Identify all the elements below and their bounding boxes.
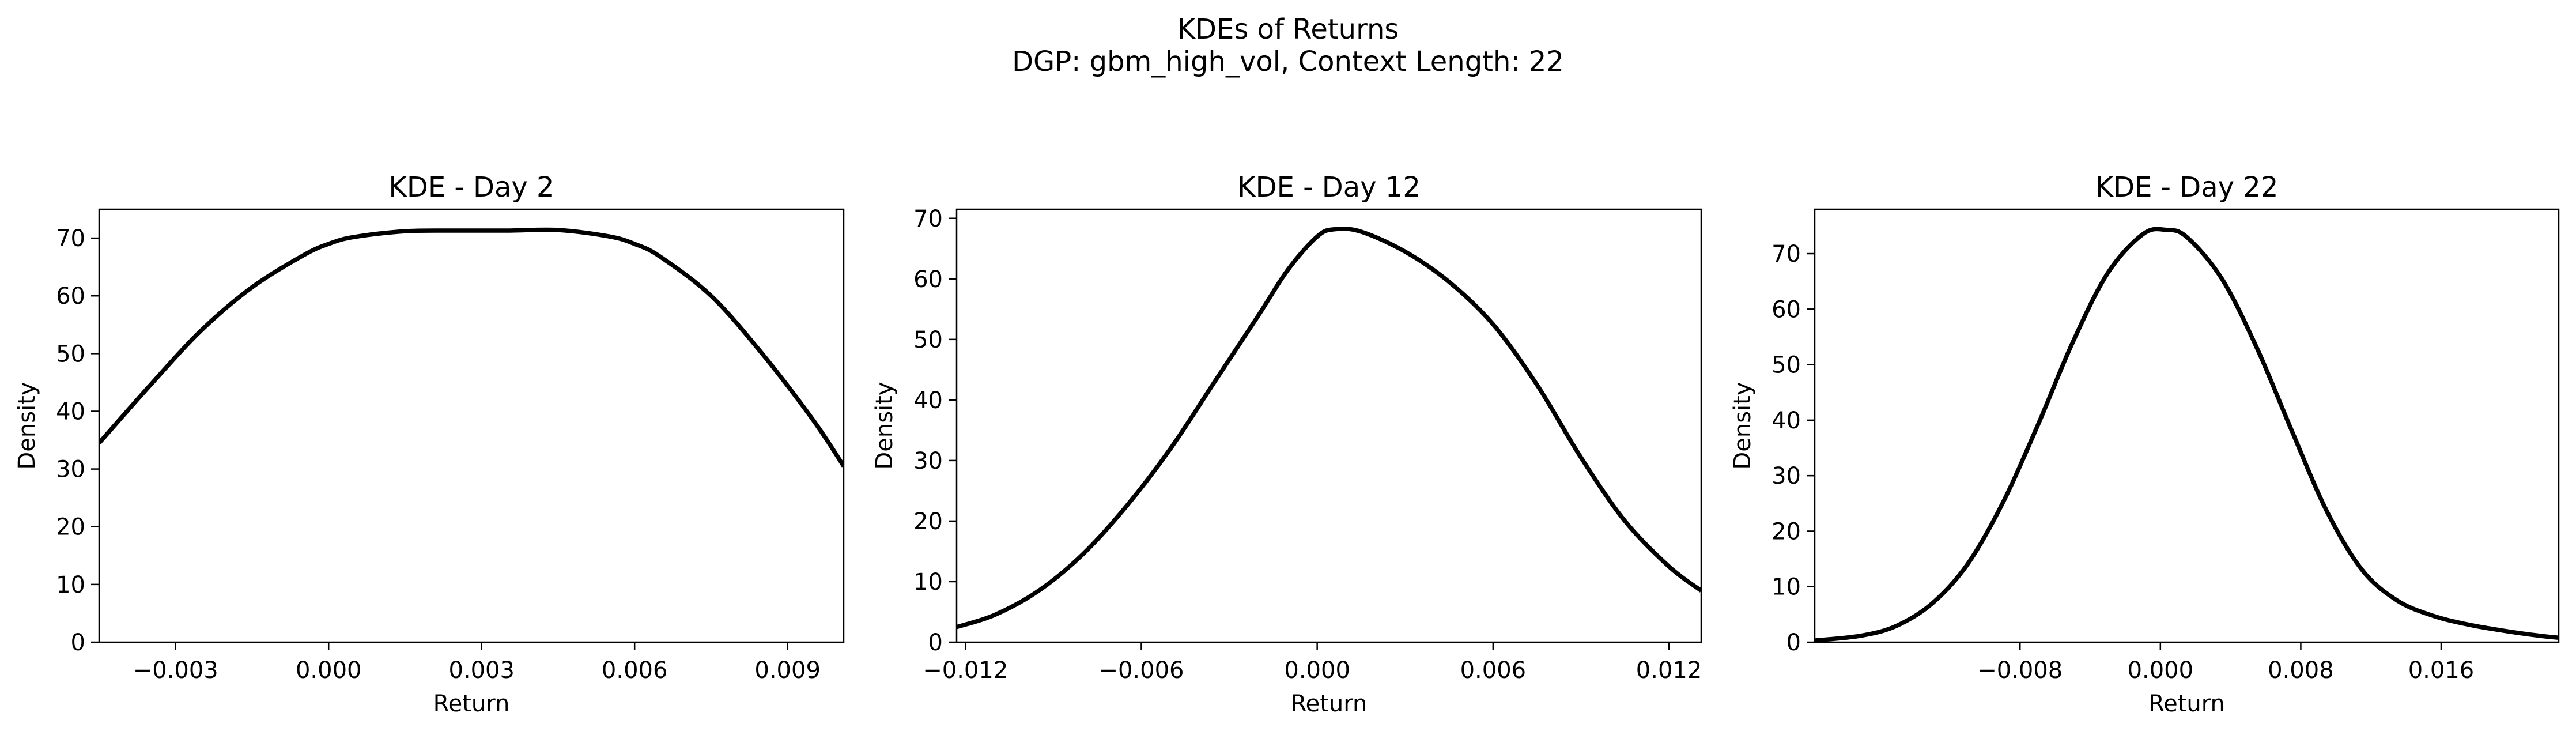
x-tick-label: 0.006: [1460, 657, 1527, 684]
y-tick-label: 70: [1772, 241, 1801, 267]
x-tick-label: −0.003: [133, 657, 218, 684]
y-axis-label: Density: [14, 382, 40, 469]
x-tick-label: 0.000: [296, 657, 362, 684]
y-tick-label: 20: [1772, 518, 1801, 545]
y-tick-label: 0: [1786, 630, 1801, 656]
chart-title: KDE - Day 12: [1237, 171, 1421, 203]
y-tick-label: 20: [913, 508, 943, 535]
y-tick-label: 60: [1772, 296, 1801, 323]
y-tick-label: 70: [56, 225, 85, 252]
x-tick-label: 0.000: [2128, 657, 2194, 684]
x-tick-label: 0.008: [2268, 657, 2334, 684]
kde-line: [99, 227, 844, 468]
y-tick-label: 70: [913, 206, 943, 232]
y-tick-label: 60: [56, 283, 85, 310]
x-tick-label: 0.003: [448, 657, 515, 684]
x-tick-label: −0.006: [1098, 657, 1184, 684]
figure-subtitle: DGP: gbm_high_vol, Context Length: 22: [1012, 46, 1564, 78]
kde-line: [957, 226, 1701, 630]
y-tick-label: 50: [1772, 352, 1801, 379]
y-tick-label: 10: [1772, 574, 1801, 601]
y-tick-label: 10: [56, 572, 85, 598]
chart-title: KDE - Day 2: [388, 171, 554, 203]
x-axis-label: Return: [1291, 691, 1368, 717]
figure-title: KDEs of Returns: [1177, 13, 1399, 46]
y-axis-label: Density: [871, 382, 898, 469]
kde-line: [1815, 227, 2559, 642]
chart-title: KDE - Day 22: [2095, 171, 2279, 203]
y-tick-label: 50: [913, 327, 943, 353]
axes-frame: [1814, 208, 2560, 643]
y-tick-label: 10: [913, 569, 943, 595]
x-axis-label: Return: [2148, 691, 2225, 717]
x-tick-label: 0.006: [602, 657, 668, 684]
axes-frame: [955, 208, 1702, 643]
chart-panel-3: −0.008 0.000 0.008 0.016 0 10 20 30 40 50 60 70 KDE …: [1729, 171, 2560, 717]
chart-panel-2: −0.012 −0.006 0.000 0.006 0.012 0 10 20 30 40 50 60…: [871, 171, 1702, 717]
axes-frame: [98, 208, 845, 643]
x-axis-label: Return: [433, 691, 510, 717]
x-tick-label: −0.012: [923, 657, 1008, 684]
x-tick-label: −0.008: [1977, 657, 2063, 684]
x-tick-label: 0.012: [1636, 657, 1702, 684]
y-tick-label: 30: [913, 448, 943, 474]
y-axis-label: Density: [1729, 382, 1756, 469]
y-tick-label: 50: [56, 341, 85, 367]
y-tick-label: 30: [1772, 463, 1801, 489]
y-tick-label: 60: [913, 266, 943, 293]
y-tick-label: 0: [928, 630, 943, 656]
y-tick-label: 30: [56, 457, 85, 483]
y-tick-label: 40: [56, 398, 85, 425]
y-tick-label: 0: [71, 630, 85, 656]
x-tick-label: 0.000: [1284, 657, 1350, 684]
y-tick-label: 40: [913, 387, 943, 414]
x-tick-label: 0.009: [754, 657, 821, 684]
x-tick-label: 0.016: [2408, 657, 2475, 684]
chart-panel-1: −0.003 0.000 0.003 0.006 0.009 0 10 20 30 40 50 60 7…: [14, 171, 845, 717]
y-tick-label: 20: [56, 514, 85, 541]
y-tick-label: 40: [1772, 408, 1801, 434]
